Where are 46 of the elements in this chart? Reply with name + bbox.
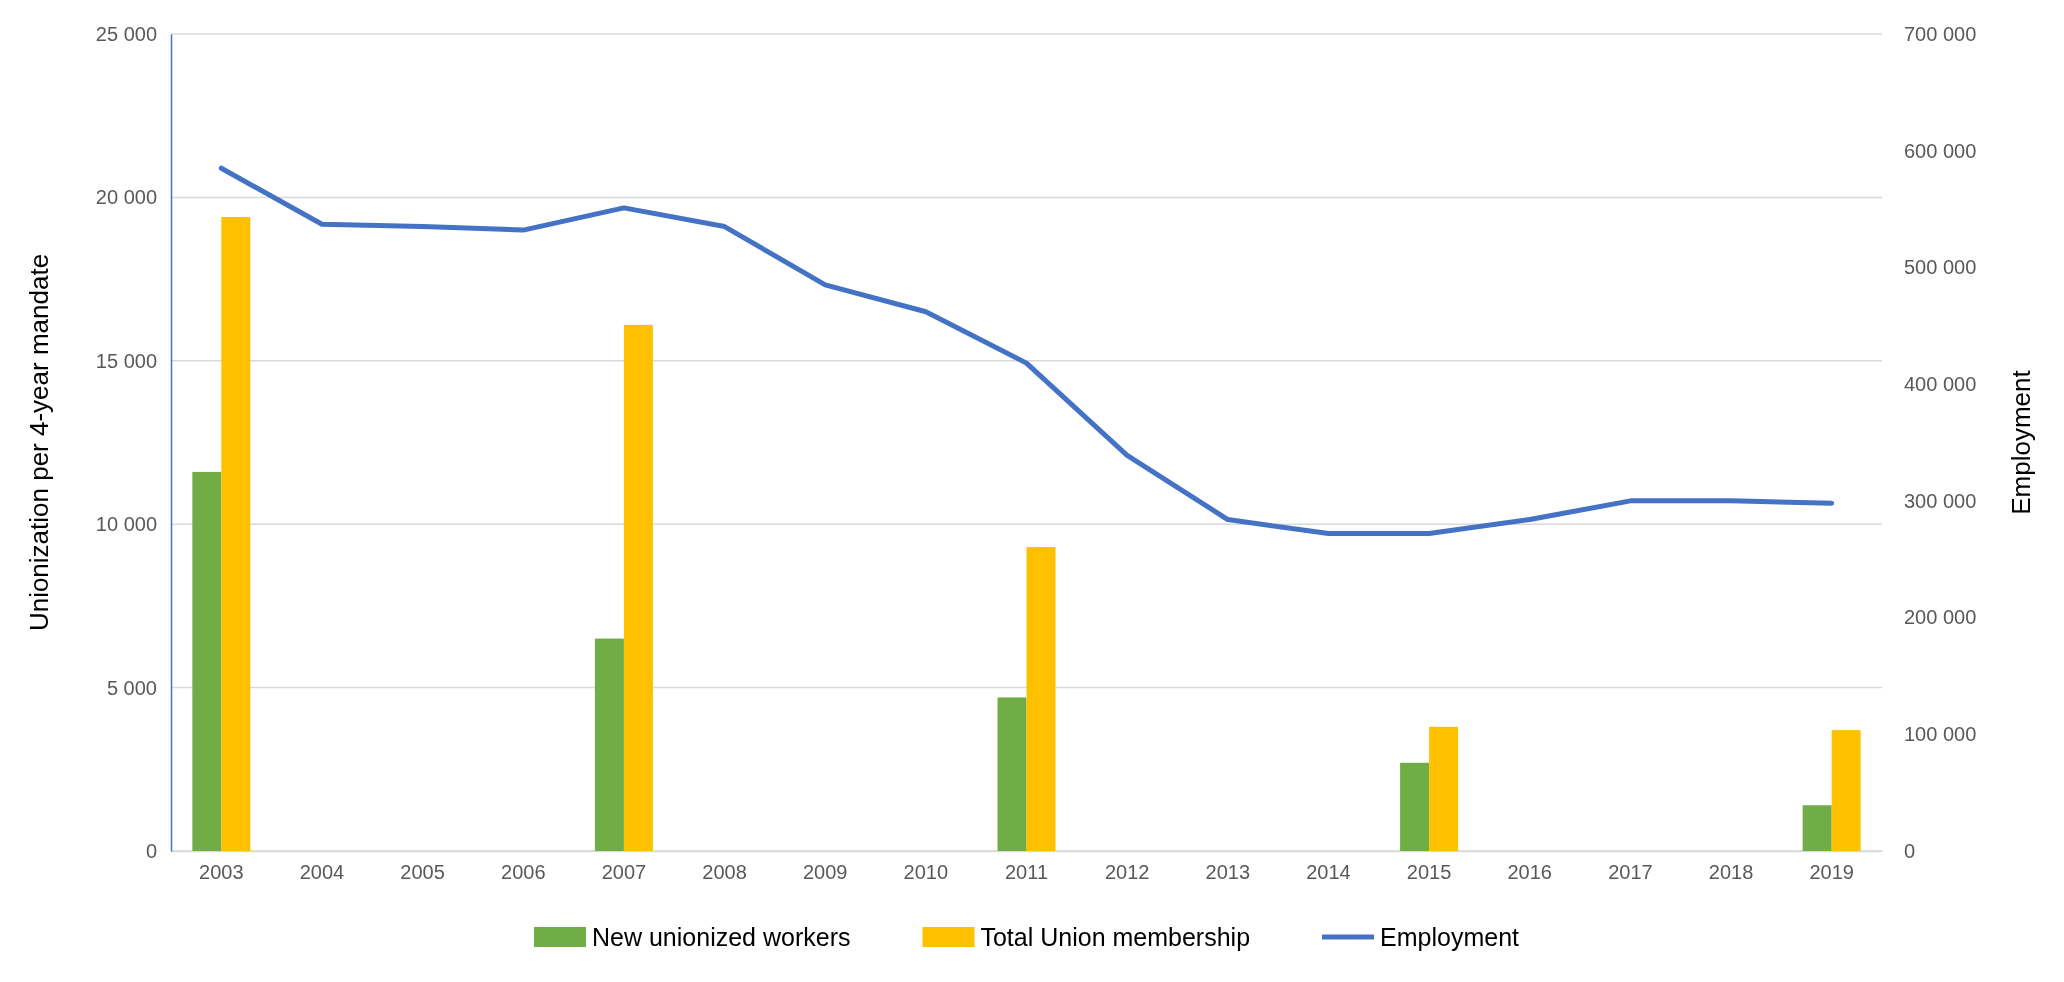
bar xyxy=(997,697,1027,851)
y2-tick-label: 0 xyxy=(1904,839,1916,862)
y2-tick-label: 400 000 xyxy=(1904,373,1977,396)
y2-tick-label: 500 000 xyxy=(1904,256,1977,279)
bar xyxy=(192,471,222,851)
x-tick-label: 2006 xyxy=(501,861,546,884)
bar xyxy=(1400,762,1430,851)
bar xyxy=(1026,547,1056,851)
bar xyxy=(221,217,251,851)
x-tick-label: 2005 xyxy=(400,861,445,884)
bar xyxy=(623,324,653,851)
x-tick-label: 2007 xyxy=(601,861,647,884)
x-tick-label: 2004 xyxy=(299,861,345,884)
bar xyxy=(1831,730,1861,851)
bar xyxy=(1802,805,1832,851)
x-tick-label: 2008 xyxy=(702,861,747,884)
y2-tick-label: 100 000 xyxy=(1904,723,1977,746)
legend-label: New unionized workers xyxy=(592,922,851,951)
y2-tick-label: 200 000 xyxy=(1904,606,1977,629)
y2-tick-label: 700 000 xyxy=(1904,22,1977,45)
x-tick-label: 2013 xyxy=(1205,861,1251,884)
x-tick-label: 2014 xyxy=(1306,861,1351,884)
y-tick-label: 0 xyxy=(145,839,157,862)
y-axis-title: Unionization per 4-year mandate xyxy=(24,253,54,632)
x-tick-label: 2009 xyxy=(802,861,848,884)
x-tick-label: 2011 xyxy=(1004,861,1049,884)
legend-label: Total Union membership xyxy=(980,922,1251,951)
bar xyxy=(594,638,624,851)
x-tick-label: 2018 xyxy=(1708,861,1754,884)
x-tick-label: 2017 xyxy=(1608,861,1653,884)
x-tick-label: 2015 xyxy=(1406,861,1452,884)
x-tick-label: 2010 xyxy=(903,861,949,884)
x-tick-label: 2019 xyxy=(1809,861,1854,884)
x-tick-label: 2016 xyxy=(1507,861,1552,884)
bar xyxy=(1429,726,1459,851)
x-tick-label: 2012 xyxy=(1104,861,1150,884)
y-tick-label: 10 000 xyxy=(95,513,157,536)
y2-tick-label: 300 000 xyxy=(1904,489,1977,512)
y2-tick-label: 600 000 xyxy=(1904,139,1977,162)
y-tick-label: 20 000 xyxy=(95,186,157,209)
y-tick-label: 25 000 xyxy=(95,22,157,45)
y-tick-label: 5 000 xyxy=(106,676,157,699)
x-tick-label: 2003 xyxy=(199,861,244,884)
legend-label: Employment xyxy=(1380,922,1520,951)
y2-axis-title: Employment xyxy=(2006,369,2036,515)
y-tick-label: 15 000 xyxy=(95,349,157,372)
